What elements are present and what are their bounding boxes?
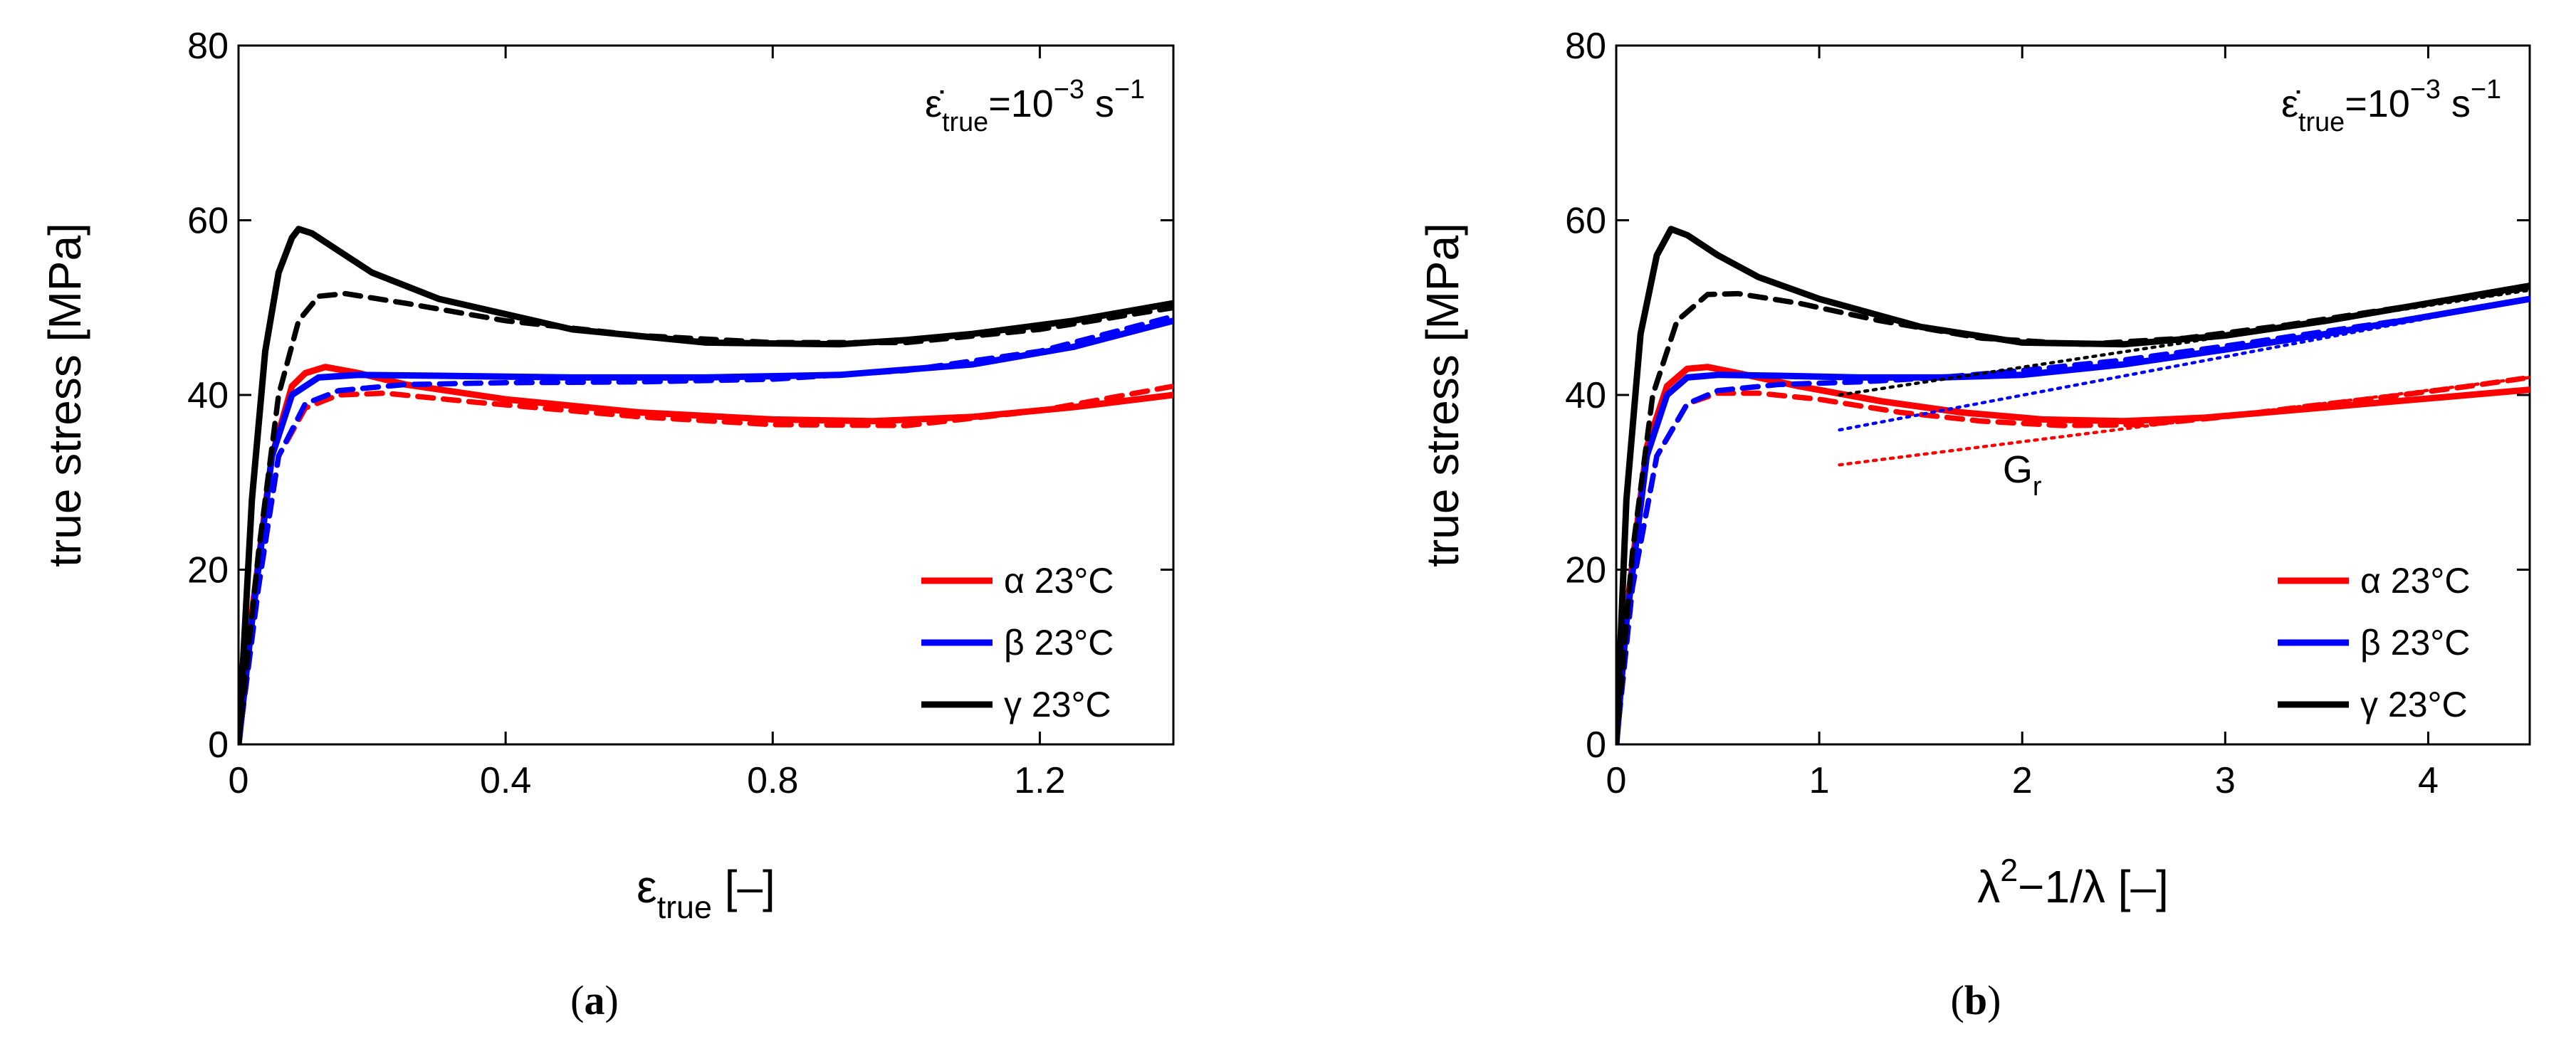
legend-label: γ 23°C <box>2360 685 2468 724</box>
x-tick-label: 0 <box>229 760 249 801</box>
y-axis-label: true stress [MPa] <box>1417 223 1468 567</box>
series-line-dot <box>1838 297 2530 432</box>
series-line-solid <box>239 226 1173 744</box>
y-axis-label: true stress [MPa] <box>39 223 90 567</box>
x-tick-label: 1.2 <box>1014 760 1065 801</box>
y-tick-label: 20 <box>1565 550 1606 591</box>
strain-rate-label: ε̇true=10−3 s−1 <box>2281 75 2501 137</box>
x-tick-label: 0.8 <box>747 760 798 801</box>
series-group <box>1616 226 2530 744</box>
series-line-dot <box>1838 376 2530 467</box>
series-group <box>239 226 1173 744</box>
legend-label: β 23°C <box>1004 623 1114 663</box>
series-line-dash <box>1616 296 2530 744</box>
x-tick-label: 4 <box>2418 760 2439 801</box>
x-axis-label: λ2−1/λ [–] <box>1977 853 2169 912</box>
y-tick-label: 60 <box>1565 201 1606 242</box>
series-line-solid <box>239 317 1173 744</box>
series-line-solid <box>1616 295 2530 744</box>
y-tick-label: 0 <box>208 724 229 766</box>
x-tick-label: 2 <box>2012 760 2033 801</box>
legend-label: γ 23°C <box>1004 685 1111 724</box>
legend-label: α 23°C <box>2360 561 2471 601</box>
series-line-dot <box>1838 288 2530 397</box>
series-line-solid <box>1616 226 2530 744</box>
series-line-dash <box>1616 285 2530 744</box>
x-tick-label: 1 <box>1809 760 1830 801</box>
legend-label: α 23°C <box>1004 561 1114 601</box>
series-line-dash <box>239 313 1173 744</box>
legend-label: β 23°C <box>2360 623 2470 663</box>
y-tick-label: 60 <box>187 201 229 242</box>
y-tick-label: 20 <box>187 550 229 591</box>
panel-caption: (b) <box>1951 977 2001 1023</box>
panel-caption: (a) <box>570 977 619 1023</box>
panel-a: 0 0.4 0.8 1.2 0 20 40 60 80 true stress [MPa] εtru… <box>39 26 1175 1023</box>
x-axis-label: εtrue [–] <box>637 861 775 925</box>
y-tick-label: 80 <box>187 26 229 67</box>
gr-annotation: Gr <box>2003 448 2042 502</box>
x-tick-label: 0 <box>1606 760 1627 801</box>
y-tick-label: 40 <box>1565 375 1606 416</box>
y-tick-label: 80 <box>1565 26 1606 67</box>
y-tick-label: 0 <box>1586 724 1606 766</box>
y-tick-label: 40 <box>187 375 229 416</box>
x-tick-label: 3 <box>2215 760 2236 801</box>
series-line-dash <box>239 290 1173 744</box>
x-tick-label: 0.4 <box>480 760 531 801</box>
strain-rate-label: ε̇true=10−3 s−1 <box>925 75 1145 137</box>
